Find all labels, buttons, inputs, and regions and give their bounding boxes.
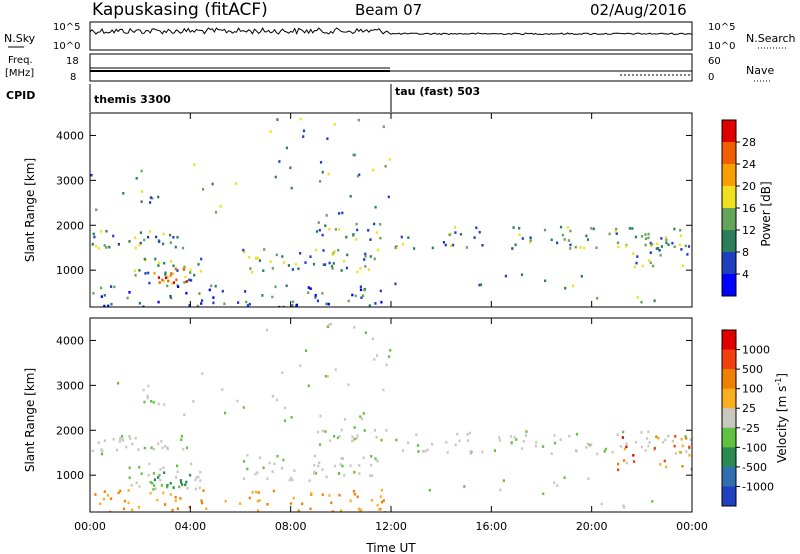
colorbar-tick-label: 28 — [742, 136, 756, 149]
y-tick-label: 3000 — [56, 174, 84, 187]
nsky-tick-top: 10^5 — [53, 22, 80, 33]
cpid-label: CPID — [6, 89, 35, 102]
nsearch-tick-bottom: 10^0 — [708, 41, 735, 52]
velocity-heatmap — [91, 322, 692, 512]
colorbar-tick-label: 16 — [742, 202, 756, 215]
freq-tick-top: 18 — [66, 56, 79, 67]
power-colorbar: 28 24 20 16 12 8 4 Power [dB] — [721, 119, 773, 297]
colorbar-tick-label: 25 — [742, 402, 756, 415]
nsearch-label: N.Search — [746, 32, 796, 45]
y-tick-label: 4000 — [56, 129, 84, 142]
colorbar-tick-label: 20 — [742, 180, 756, 193]
cpid-segment-1: themis 3300 — [94, 93, 171, 106]
cpid-strip: CPID themis 3300 tau (fast) 503 — [6, 84, 480, 112]
power-heatmap — [90, 117, 692, 307]
x-tick-label: 04:00 — [174, 520, 206, 533]
y-tick-label: 3000 — [56, 379, 84, 392]
velocity-ylabel: Slant Range [km] — [23, 368, 37, 472]
colorbar-tick-label: -100 — [742, 441, 767, 454]
colorbar-tick-label: 100 — [742, 383, 763, 396]
freq-tick-bottom: 8 — [70, 72, 76, 83]
power-x-ticks — [89, 113, 693, 307]
freq-strip: Freq. [MHz] 18 8 60 0 Nave — [5, 53, 774, 83]
velocity-panel: 4000 3000 2000 1000 00:00 04:00 08:00 12:00 16:… — [23, 317, 708, 554]
station-title: Kapuskasing (fitACF) — [92, 0, 268, 20]
power-y-ticks: 4000 3000 2000 1000 — [56, 129, 692, 277]
y-tick-label: 4000 — [56, 334, 84, 347]
y-tick-label: 2000 — [56, 219, 84, 232]
colorbar-tick-label: 1000 — [742, 344, 770, 357]
nsky-tick-bottom: 10^0 — [53, 41, 80, 52]
velocity-cbar-label: Velocity [m s — [775, 386, 789, 463]
x-tick-label: 20:00 — [576, 520, 608, 533]
velocity-colorbar: 1000 500 100 25 -25 -100 -500 -1000 Velocity [m… — [721, 329, 789, 507]
beam-label: Beam 07 — [355, 1, 422, 19]
colorbar-tick-label: 500 — [742, 363, 763, 376]
y-tick-label: 2000 — [56, 424, 84, 437]
colorbar-tick-label: 24 — [742, 158, 756, 171]
nsky-label: N.Sky — [4, 32, 36, 45]
date-label: 02/Aug/2016 — [590, 1, 687, 19]
cpid-segment-2: tau (fast) 503 — [395, 85, 480, 98]
power-panel: 4000 3000 2000 1000 Slant Range [km] — [23, 112, 693, 308]
velocity-y-ticks: 4000 3000 2000 1000 — [56, 334, 692, 482]
colorbar-tick-label: 4 — [742, 268, 749, 281]
time-axis-label: Time UT — [365, 541, 416, 554]
svg-text:Velocity [m s-1]: Velocity [m s-1] — [774, 373, 789, 463]
x-tick-label: 00:00 — [676, 520, 708, 533]
nsky-trace — [89, 27, 693, 36]
nsearch-tick-top: 10^5 — [708, 22, 735, 33]
freq-label: Freq. — [8, 55, 33, 66]
freq-unit: [MHz] — [5, 68, 34, 79]
colorbar-tick-label: -25 — [742, 422, 760, 435]
y-tick-label: 1000 — [56, 264, 84, 277]
power-ylabel: Slant Range [km] — [23, 158, 37, 262]
colorbar-tick-label: -500 — [742, 461, 767, 474]
y-tick-label: 1000 — [56, 469, 84, 482]
power-cbar-label: Power [dB] — [759, 181, 773, 246]
colorbar-tick-label: -1000 — [742, 480, 774, 493]
x-tick-label: 16:00 — [475, 520, 507, 533]
x-tick-label: 00:00 — [74, 520, 106, 533]
nave-tick-bottom: 0 — [708, 72, 714, 83]
velocity-x-ticks: 00:00 04:00 08:00 12:00 16:00 20:00 00:00 — [74, 318, 708, 533]
velocity-cbar-exp: -1 — [774, 378, 783, 386]
nave-tick-top: 60 — [708, 56, 721, 67]
colorbar-tick-label: 12 — [742, 224, 756, 237]
x-tick-label: 12:00 — [375, 520, 407, 533]
colorbar-tick-label: 8 — [742, 246, 749, 259]
x-tick-label: 08:00 — [275, 520, 307, 533]
nave-label: Nave — [746, 64, 774, 77]
nsky-strip: N.Sky 10^5 10^0 10^5 10^0 N.Search — [4, 21, 796, 52]
